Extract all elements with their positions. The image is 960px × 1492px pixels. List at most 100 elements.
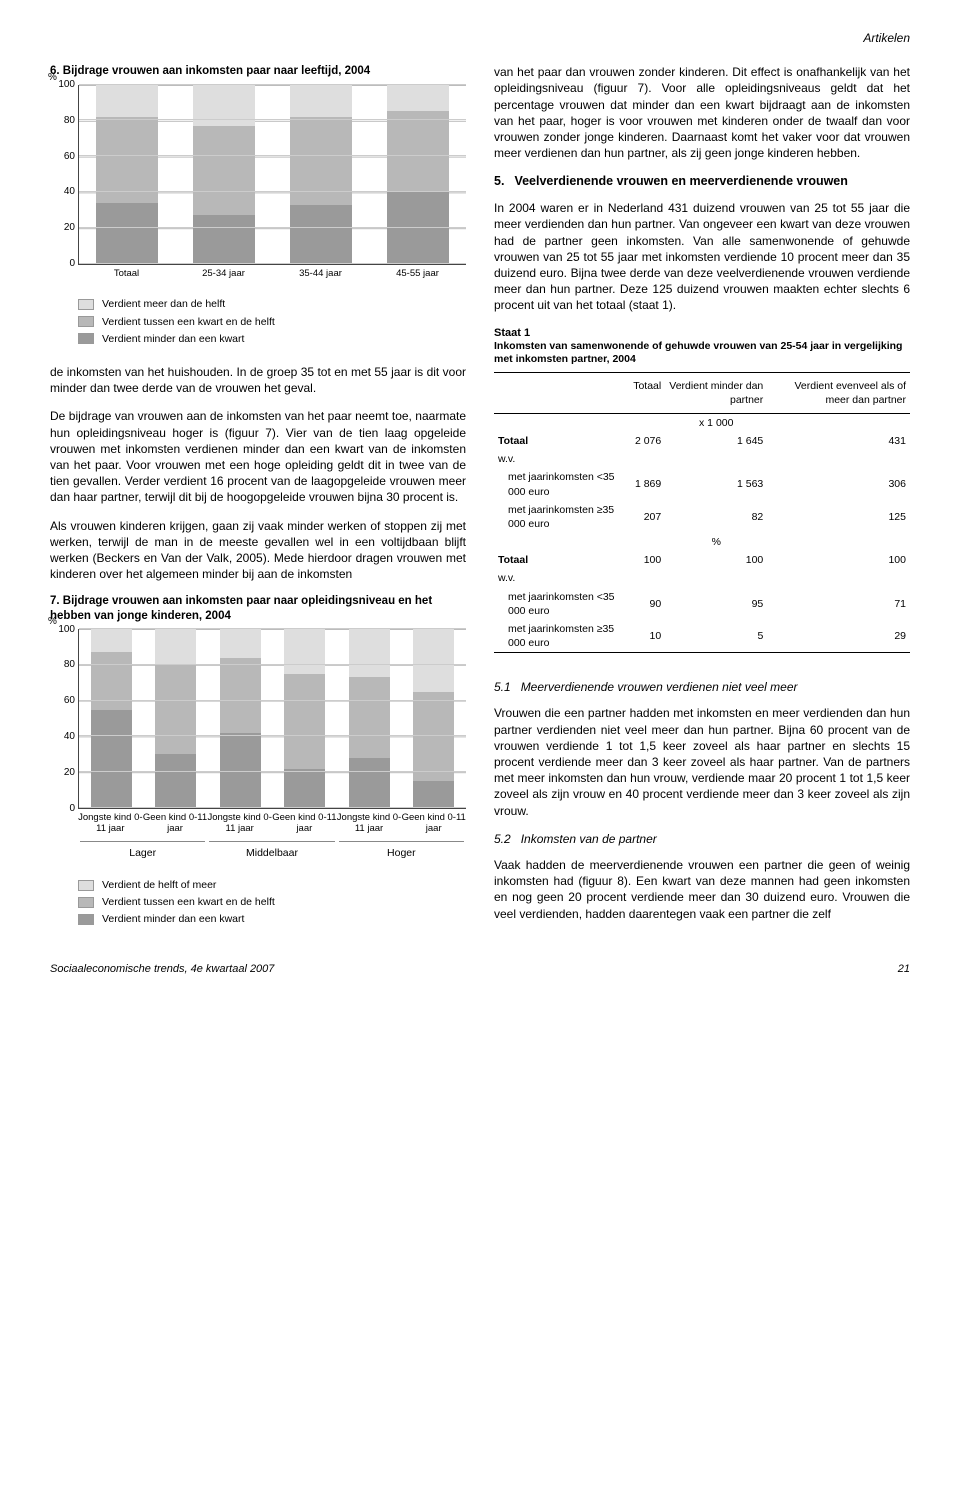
paragraph-left-1: de inkomsten van het huishouden. In de g…	[50, 364, 466, 396]
gridline	[79, 119, 466, 120]
table-unit-row: x 1 000	[494, 413, 910, 432]
x-axis-label: 45-55 jaar	[369, 269, 466, 280]
stacked-bar	[290, 85, 352, 264]
cell: 71	[767, 588, 910, 620]
bar-segment-mid	[349, 677, 390, 758]
row-label: w.v.	[494, 450, 629, 468]
paragraph-left-3: Als vrouwen kinderen krijgen, gaan zij v…	[50, 518, 466, 583]
table-bottom-rule	[494, 653, 910, 658]
header-section-label: Artikelen	[50, 30, 910, 46]
cell: 125	[767, 501, 910, 533]
staat1-body: x 1 000Totaal2 0761 645431w.v.met jaarin…	[494, 413, 910, 657]
table-row: met jaarinkomsten <35 000 euro909571	[494, 588, 910, 620]
bar-slot	[176, 85, 273, 264]
stacked-bar	[155, 629, 196, 808]
section-5-heading: 5. Veelverdienende vrouwen en meerverdie…	[494, 173, 910, 190]
bar-segment-light	[290, 85, 352, 117]
bar-segment-dark	[349, 758, 390, 808]
stacked-bar	[220, 629, 261, 808]
table-row: w.v.	[494, 569, 910, 587]
unit-cell: x 1 000	[665, 413, 767, 432]
bar-segment-dark	[413, 781, 454, 808]
bar-segment-light	[413, 629, 454, 692]
bar-segment-mid	[91, 652, 132, 709]
two-column-layout: 6. Bijdrage vrouwen aan inkomsten paar n…	[50, 64, 910, 934]
stacked-bar	[91, 629, 132, 808]
row-label: Totaal	[494, 432, 629, 450]
table-row: met jaarinkomsten ≥35 000 euro10529	[494, 620, 910, 653]
row-label: met jaarinkomsten ≥35 000 euro	[494, 501, 629, 533]
bar-slot	[79, 629, 144, 808]
legend-swatch	[78, 299, 94, 310]
y-tick-label: 0	[53, 257, 75, 271]
bar-segment-dark	[290, 205, 352, 264]
chart7-legend: Verdient de helft of meer Verdient tussen…	[50, 878, 466, 927]
cell	[494, 413, 629, 432]
cell: 431	[767, 432, 910, 450]
legend-swatch	[78, 897, 94, 908]
cell: 95	[665, 588, 767, 620]
bar-slot	[369, 85, 466, 264]
subsection-5-2: 5.2 Inkomsten van de partner	[494, 831, 910, 847]
bar-slot	[337, 629, 402, 808]
chart6-plot-area: 020406080100	[78, 85, 466, 265]
gridline	[79, 191, 466, 192]
row-label: met jaarinkomsten <35 000 euro	[494, 468, 629, 500]
y-tick-label: 20	[53, 765, 75, 779]
bar-segment-mid	[413, 692, 454, 782]
legend-item: Verdient minder dan een kwart	[78, 912, 466, 926]
left-column: 6. Bijdrage vrouwen aan inkomsten paar n…	[50, 64, 466, 934]
legend-label: Verdient tussen een kwart en de helft	[102, 895, 275, 909]
row-label: w.v.	[494, 569, 629, 587]
y-tick-label: 80	[53, 114, 75, 128]
x-axis-label: Geen kind 0-11 jaar	[272, 813, 337, 835]
th-blank	[494, 372, 629, 413]
cell: 207	[629, 501, 665, 533]
section-5-number: 5.	[494, 173, 504, 190]
cell: 10	[629, 620, 665, 653]
chart7-plot-area: 020406080100	[78, 629, 466, 809]
group-label: Middelbaar	[209, 841, 334, 860]
table-unit-row: %	[494, 533, 910, 551]
table-row: Totaal2 0761 645431	[494, 432, 910, 450]
cell: 1 563	[665, 468, 767, 500]
y-tick-label: 100	[53, 622, 75, 636]
y-tick-label: 20	[53, 221, 75, 235]
bar-segment-dark	[387, 192, 449, 264]
paragraph-right-1: van het paar dan vrouwen zonder kinderen…	[494, 64, 910, 161]
cell: 90	[629, 588, 665, 620]
legend-swatch	[78, 333, 94, 344]
cell	[665, 450, 767, 468]
bar-segment-mid	[96, 117, 158, 203]
sub52-number: 5.2	[494, 831, 511, 847]
bar-slot	[273, 85, 370, 264]
bar-segment-light	[284, 629, 325, 674]
legend-label: Verdient minder dan een kwart	[102, 912, 244, 926]
y-tick-label: 80	[53, 658, 75, 672]
y-tick-label: 40	[53, 730, 75, 744]
cell	[629, 450, 665, 468]
section-5-title: Veelverdienende vrouwen en meerverdienen…	[514, 173, 847, 190]
legend-item: Verdient de helft of meer	[78, 878, 466, 892]
legend-label: Verdient tussen een kwart en de helft	[102, 315, 275, 329]
gridline	[79, 628, 466, 629]
bar-segment-dark	[96, 203, 158, 264]
gridline	[79, 263, 466, 264]
gridline	[79, 807, 466, 808]
chart6: % 020406080100 Totaal25-34 jaar35-44 jaa…	[50, 85, 466, 284]
th-minder: Verdient minder dan partner	[665, 372, 767, 413]
rule-cell	[494, 653, 910, 658]
row-label: met jaarinkomsten <35 000 euro	[494, 588, 629, 620]
bar-segment-mid	[387, 111, 449, 192]
legend-item: Verdient minder dan een kwart	[78, 332, 466, 346]
page-footer: Sociaaleconomische trends, 4e kwartaal 2…	[50, 962, 910, 977]
th-totaal: Totaal	[629, 372, 665, 413]
x-axis-label: 35-44 jaar	[272, 269, 369, 280]
legend-item: Verdient tussen een kwart en de helft	[78, 315, 466, 329]
bar-segment-dark	[193, 215, 255, 263]
x-axis-label: Geen kind 0-11 jaar	[143, 813, 208, 835]
paragraph-left-2: De bijdrage van vrouwen aan de inkomsten…	[50, 408, 466, 505]
legend-label: Verdient meer dan de helft	[102, 297, 225, 311]
staat1-title: Staat 1	[494, 326, 910, 341]
cell: 1 869	[629, 468, 665, 500]
